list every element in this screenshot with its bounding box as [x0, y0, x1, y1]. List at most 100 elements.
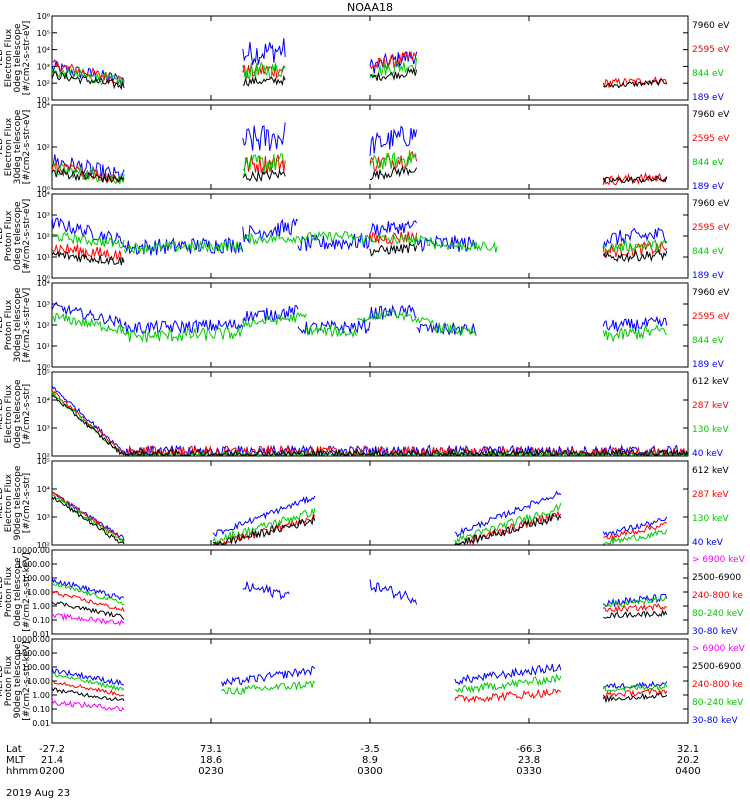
y-axis-label-line: 90deg telescope	[13, 643, 23, 718]
y-tick-label: 100.00	[22, 574, 50, 583]
panels-group: TEDElectron Flux0deg telescope[#/cm2-s-s…	[0, 12, 746, 728]
footer-row-label: hhmm	[6, 766, 38, 777]
series-black-trace	[51, 496, 125, 545]
series-red-trace	[51, 389, 125, 455]
series-black-trace	[369, 242, 418, 257]
series-black-trace	[602, 175, 668, 185]
y-axis-label-line: 30deg telescope	[13, 287, 23, 362]
footer-row-label: Lat	[6, 744, 22, 755]
y-tick-label: 10⁴	[37, 101, 50, 110]
legend-label: 612 keV	[692, 466, 729, 476]
footer-tick-value: 0200	[39, 766, 64, 777]
series-green-trace	[356, 310, 392, 323]
footer-tick-value: -66.3	[516, 744, 542, 755]
y-tick-label: 0.10	[32, 616, 50, 625]
legend-label: 130 keV	[692, 425, 729, 435]
footer-tick-value: 20.2	[677, 755, 699, 766]
figure-title: NOAA18	[347, 1, 393, 14]
series-black-trace	[602, 609, 668, 619]
y-tick-label: 10¹	[37, 253, 50, 262]
series-blue-trace	[416, 234, 477, 253]
y-axis-label-line: Proton Flux	[4, 655, 14, 706]
footer-tick-value: 0230	[198, 766, 223, 777]
y-tick-label: 1000.00	[17, 649, 50, 658]
series-red-trace	[51, 680, 125, 697]
series-blue-trace	[242, 38, 286, 65]
y-tick-label: 10.00	[27, 677, 50, 686]
series-black-trace	[603, 78, 667, 89]
y-tick-label: 100.00	[22, 663, 50, 672]
y-tick-label: 10⁰	[37, 363, 50, 372]
y-axis-label-line: MEPED	[0, 576, 5, 608]
y-axis-label: MEPEDProton Flux90deg telescope[#/cm2-s-…	[0, 641, 32, 720]
series-red-trace	[369, 231, 418, 245]
y-axis-label-line: [#/cm2-s-str-eV]	[22, 21, 32, 96]
series-blue-trace	[369, 579, 418, 605]
y-axis-label-line: Electron Flux	[4, 28, 14, 87]
y-tick-label: 10⁰	[37, 274, 50, 283]
y-axis-label-line: [#/cm2-s-str-eV]	[22, 110, 32, 185]
series-green-trace	[242, 61, 286, 80]
series-green-trace	[305, 325, 358, 339]
series-black-trace	[51, 250, 125, 266]
y-axis-label-line: Proton Flux	[4, 566, 14, 617]
y-axis-label-line: TED	[0, 49, 5, 68]
y-tick-label: 1000.00	[17, 560, 50, 569]
footer-tick-value: 0400	[675, 766, 700, 777]
series-blue-trace	[602, 227, 667, 248]
y-tick-label: 1.00	[32, 602, 50, 611]
y-axis-label-line: [#/cm2-s-str-eV]	[22, 199, 32, 274]
y-axis-label-line: [#/cm2-s-str-eV]	[22, 288, 32, 363]
series-red-trace	[369, 50, 417, 71]
y-axis-label-line: Electron Flux	[4, 384, 14, 443]
legend-label: 2595 eV	[692, 45, 730, 55]
footer-tick-value: 0300	[357, 766, 382, 777]
panel-frame	[51, 460, 689, 546]
series-green-trace	[454, 673, 562, 694]
panel-frame	[51, 638, 689, 724]
series-blue-trace	[242, 217, 299, 243]
y-tick-label: 10⁴	[37, 46, 50, 55]
series-blue-trace	[51, 216, 125, 248]
y-tick-label: 10³	[37, 424, 50, 433]
y-tick-label: 10⁵	[37, 29, 50, 38]
y-tick-label: 10¹	[37, 342, 50, 351]
footer-tick-value: 0330	[516, 766, 541, 777]
y-tick-label: 10³	[37, 300, 50, 309]
y-axis-label-line: 0deg telescope	[13, 201, 23, 271]
series-green-trace	[51, 232, 125, 249]
y-tick-label: 10²	[37, 79, 50, 88]
series-green-trace	[433, 322, 477, 337]
legend-label: 2595 eV	[692, 312, 730, 322]
series-red-trace	[603, 521, 668, 542]
series-blue-trace	[602, 315, 668, 332]
series-red-trace	[123, 444, 687, 457]
panel-frame	[51, 371, 689, 457]
series-red-trace	[603, 603, 668, 614]
series-blue-trace	[242, 305, 299, 324]
series-blue-trace	[51, 667, 125, 687]
y-axis-label-line: 0deg telescope	[13, 557, 23, 627]
legend-label: 30-80 keV	[692, 627, 738, 637]
series-black-trace	[51, 687, 125, 702]
panel-frame	[51, 549, 689, 635]
series-magenta-trace	[51, 699, 125, 712]
legend-label: 844 eV	[692, 158, 725, 168]
y-axis-label: TEDElectron Flux30deg telescope[#/cm2-s-…	[0, 109, 32, 184]
legend-label: 2500-6900	[692, 662, 741, 672]
series-green-trace	[369, 150, 417, 170]
y-axis-label-line: MEPED	[0, 487, 5, 519]
y-tick-label: 10000.00	[12, 635, 50, 644]
legend-label: > 6900 keV	[692, 555, 746, 565]
y-axis-label: MEPEDElectron Flux90deg telescope[#/cm2-…	[0, 465, 32, 540]
y-axis-label-line: 0deg telescope	[13, 379, 23, 449]
legend-label: 30-80 keV	[692, 716, 738, 726]
y-axis-label-line: [#/cm2-s-str]	[22, 473, 32, 533]
panel-8: MEPEDProton Flux90deg telescope[#/cm2-s-…	[0, 635, 746, 728]
series-green-trace	[51, 313, 125, 335]
footer-date: 2019 Aug 23	[6, 788, 70, 799]
y-axis-label-line: TED	[0, 227, 5, 246]
series-green-trace	[603, 597, 667, 608]
series-blue-trace	[297, 233, 371, 252]
